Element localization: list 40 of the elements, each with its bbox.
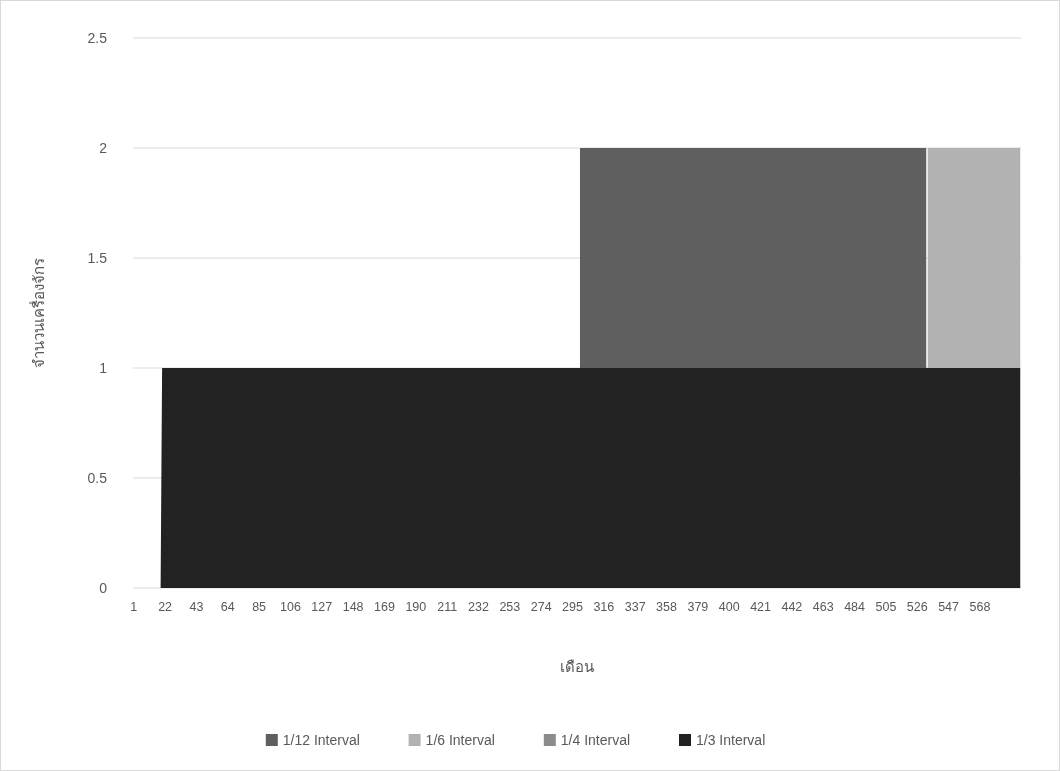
x-tick-label: 85 [252,600,267,614]
x-tick-label: 358 [656,600,678,614]
y-tick-label: 1 [99,360,108,376]
x-tick-label: 505 [875,600,897,614]
x-tick-label: 337 [624,600,646,614]
x-tick-label: 253 [499,600,521,614]
x-axis-title: เดือน [560,658,594,675]
x-tick-label: 400 [718,600,740,614]
x-tick-label: 295 [562,600,583,614]
x-tick-label: 43 [189,600,204,614]
y-tick-label: 1.5 [87,250,108,266]
x-tick-label: 379 [687,600,709,614]
legend-label: 1/6 Interval [425,732,495,748]
x-tick-label: 106 [280,600,301,614]
x-tick-label: 169 [374,600,395,614]
x-tick-label: 463 [812,600,834,614]
x-tick-label: 568 [969,600,991,614]
x-tick-label: 127 [311,600,333,614]
x-tick-label: 22 [158,600,173,614]
y-tick-label: 2.5 [87,30,108,46]
x-tick-label: 421 [750,600,772,614]
legend-label: 1/12 Interval [282,732,360,748]
x-tick-label: 442 [781,600,803,614]
y-tick-label: 2 [99,140,108,156]
x-tick-label: 190 [405,600,427,614]
y-axis-title: จำนวนเครื่องจักร [28,258,47,368]
y-tick-label: 0 [99,580,108,596]
x-tick-label: 274 [530,600,552,614]
x-tick-label: 232 [468,600,489,614]
legend-label: 1/4 Interval [560,732,631,748]
x-tick-label: 64 [220,600,235,614]
y-tick-label: 0.5 [87,470,108,486]
x-tick-label: 211 [437,600,458,614]
x-tick-label: 526 [906,600,928,614]
legend-label: 1/3 Interval [696,732,766,748]
x-tick-label: 484 [844,600,866,614]
x-tick-label: 316 [593,600,615,614]
x-tick-label: 1 [130,600,138,614]
x-tick-label: 148 [342,600,364,614]
x-tick-label: 547 [938,600,960,614]
